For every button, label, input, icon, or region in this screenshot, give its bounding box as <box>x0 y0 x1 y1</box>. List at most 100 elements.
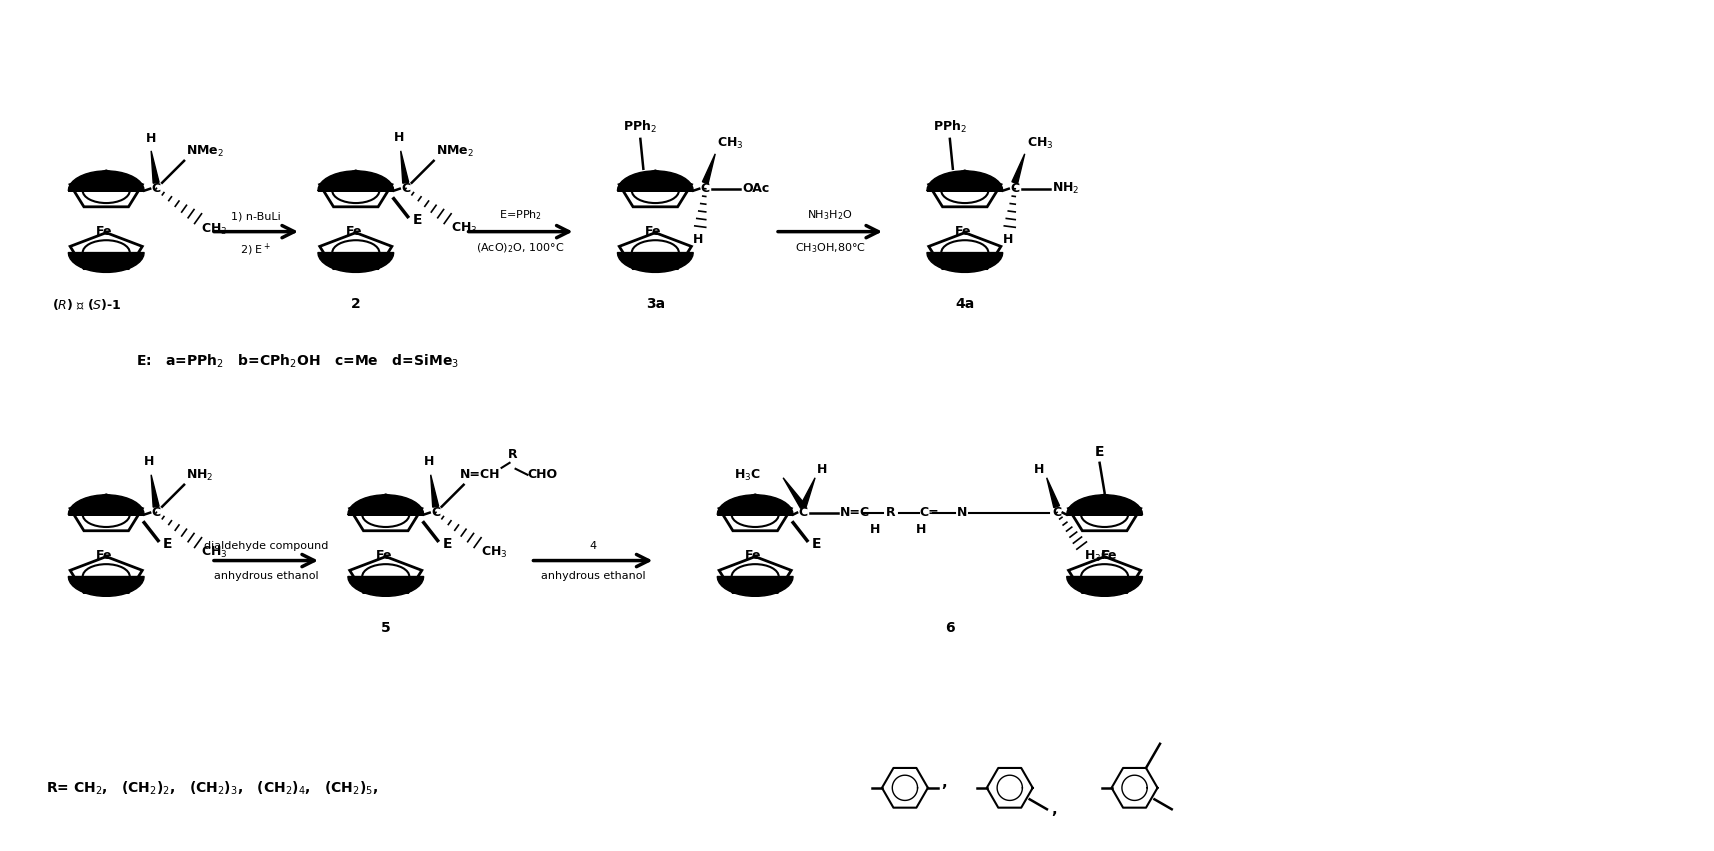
Ellipse shape <box>732 564 778 589</box>
Text: H: H <box>146 132 156 145</box>
Polygon shape <box>617 171 692 191</box>
Text: CH$_3$: CH$_3$ <box>201 221 228 237</box>
Text: PPh$_2$: PPh$_2$ <box>622 119 656 135</box>
Text: 1) n-BuLi: 1) n-BuLi <box>231 212 281 221</box>
Text: H: H <box>423 454 434 468</box>
Text: CH$_3$: CH$_3$ <box>451 220 476 236</box>
Text: R= CH$_2$,   (CH$_2$)$_2$,   (CH$_2$)$_3$,   (CH$_2$)$_4$,   (CH$_2$)$_5$,: R= CH$_2$, (CH$_2$)$_2$, (CH$_2$)$_3$, (… <box>46 780 379 797</box>
Ellipse shape <box>82 179 130 203</box>
Polygon shape <box>926 253 1003 272</box>
Text: H: H <box>816 463 826 476</box>
Ellipse shape <box>333 240 379 265</box>
Text: C: C <box>1051 506 1061 519</box>
Text: CH$_3$: CH$_3$ <box>201 545 228 560</box>
Text: H: H <box>692 232 703 246</box>
Text: Fe: Fe <box>345 226 362 238</box>
Polygon shape <box>401 151 408 183</box>
Polygon shape <box>703 154 715 184</box>
Polygon shape <box>317 171 394 191</box>
Text: 3a: 3a <box>646 297 665 311</box>
Ellipse shape <box>1080 564 1128 589</box>
Text: 4: 4 <box>590 540 596 551</box>
Text: Fe: Fe <box>744 549 761 562</box>
Text: C: C <box>430 506 440 519</box>
Polygon shape <box>617 253 692 272</box>
Text: OAc: OAc <box>742 182 770 195</box>
Text: 5: 5 <box>381 621 391 636</box>
Ellipse shape <box>362 564 410 589</box>
Ellipse shape <box>362 502 410 527</box>
Text: E: E <box>812 537 821 551</box>
Text: (AcO)$_2$O, 100°C: (AcO)$_2$O, 100°C <box>476 242 564 255</box>
Text: NMe$_2$: NMe$_2$ <box>187 144 225 159</box>
Text: C: C <box>701 182 710 195</box>
Text: C: C <box>151 506 161 519</box>
Text: H: H <box>1034 463 1044 476</box>
Ellipse shape <box>631 179 679 203</box>
Ellipse shape <box>82 240 130 265</box>
Ellipse shape <box>631 240 679 265</box>
Polygon shape <box>151 475 159 507</box>
Ellipse shape <box>1080 502 1128 527</box>
Text: 4a: 4a <box>955 297 974 311</box>
Text: E: E <box>413 213 422 226</box>
Polygon shape <box>1066 576 1142 597</box>
Text: ($R$) 或 ($S$)-1: ($R$) 或 ($S$)-1 <box>51 297 122 311</box>
Text: H: H <box>869 523 879 535</box>
Text: E: E <box>163 537 173 551</box>
Text: Fe: Fe <box>96 226 113 238</box>
Text: E=PPh$_2$: E=PPh$_2$ <box>499 208 542 221</box>
Text: ,: , <box>1051 802 1056 817</box>
Polygon shape <box>1011 154 1025 184</box>
Text: R: R <box>886 506 895 519</box>
Polygon shape <box>69 171 144 191</box>
Polygon shape <box>716 494 792 515</box>
Polygon shape <box>317 253 394 272</box>
Text: H: H <box>915 523 926 535</box>
Text: H: H <box>393 131 405 144</box>
Text: Fe: Fe <box>955 226 970 238</box>
Text: anhydrous ethanol: anhydrous ethanol <box>540 570 644 580</box>
Text: Fe: Fe <box>644 226 662 238</box>
Text: NH$_2$: NH$_2$ <box>187 468 213 483</box>
Polygon shape <box>69 494 144 515</box>
Polygon shape <box>1046 477 1059 508</box>
Text: Fe: Fe <box>96 549 113 562</box>
Text: 2) E$^+$: 2) E$^+$ <box>240 242 271 258</box>
Text: NH$_3$H$_2$O: NH$_3$H$_2$O <box>807 208 852 221</box>
Text: C: C <box>401 182 410 195</box>
Text: anhydrous ethanol: anhydrous ethanol <box>214 570 319 580</box>
Text: C: C <box>1010 182 1018 195</box>
Text: 2: 2 <box>351 297 360 311</box>
Polygon shape <box>69 576 144 597</box>
Polygon shape <box>926 171 1003 191</box>
Polygon shape <box>69 253 144 272</box>
Text: CH$_3$: CH$_3$ <box>480 545 507 560</box>
Text: NMe$_2$: NMe$_2$ <box>435 144 473 159</box>
Text: H: H <box>144 454 154 468</box>
Text: dialdehyde compound: dialdehyde compound <box>204 540 327 551</box>
Polygon shape <box>151 151 159 183</box>
Text: 6: 6 <box>944 621 955 636</box>
Ellipse shape <box>82 502 130 527</box>
Text: H$_3$C: H$_3$C <box>734 468 761 483</box>
Polygon shape <box>348 494 423 515</box>
Text: R: R <box>507 448 518 461</box>
Text: CH$_3$: CH$_3$ <box>1027 136 1052 151</box>
Text: C: C <box>151 182 161 195</box>
Text: H: H <box>1003 232 1013 246</box>
Ellipse shape <box>732 502 778 527</box>
Polygon shape <box>800 477 814 508</box>
Text: E:   a=PPh$_2$   b=CPh$_2$OH   c=Me   d=SiMe$_3$: E: a=PPh$_2$ b=CPh$_2$OH c=Me d=SiMe$_3$ <box>135 352 459 370</box>
Text: Fe: Fe <box>1100 549 1118 562</box>
Polygon shape <box>430 475 439 507</box>
Text: CH$_3$OH,80°C: CH$_3$OH,80°C <box>794 242 866 255</box>
Polygon shape <box>1066 494 1142 515</box>
Ellipse shape <box>941 240 987 265</box>
Text: Fe: Fe <box>375 549 393 562</box>
Text: C: C <box>799 506 807 519</box>
Text: CHO: CHO <box>528 468 557 481</box>
Polygon shape <box>348 576 423 597</box>
Text: H$_3$C: H$_3$C <box>1083 549 1111 563</box>
Text: N: N <box>956 506 967 519</box>
